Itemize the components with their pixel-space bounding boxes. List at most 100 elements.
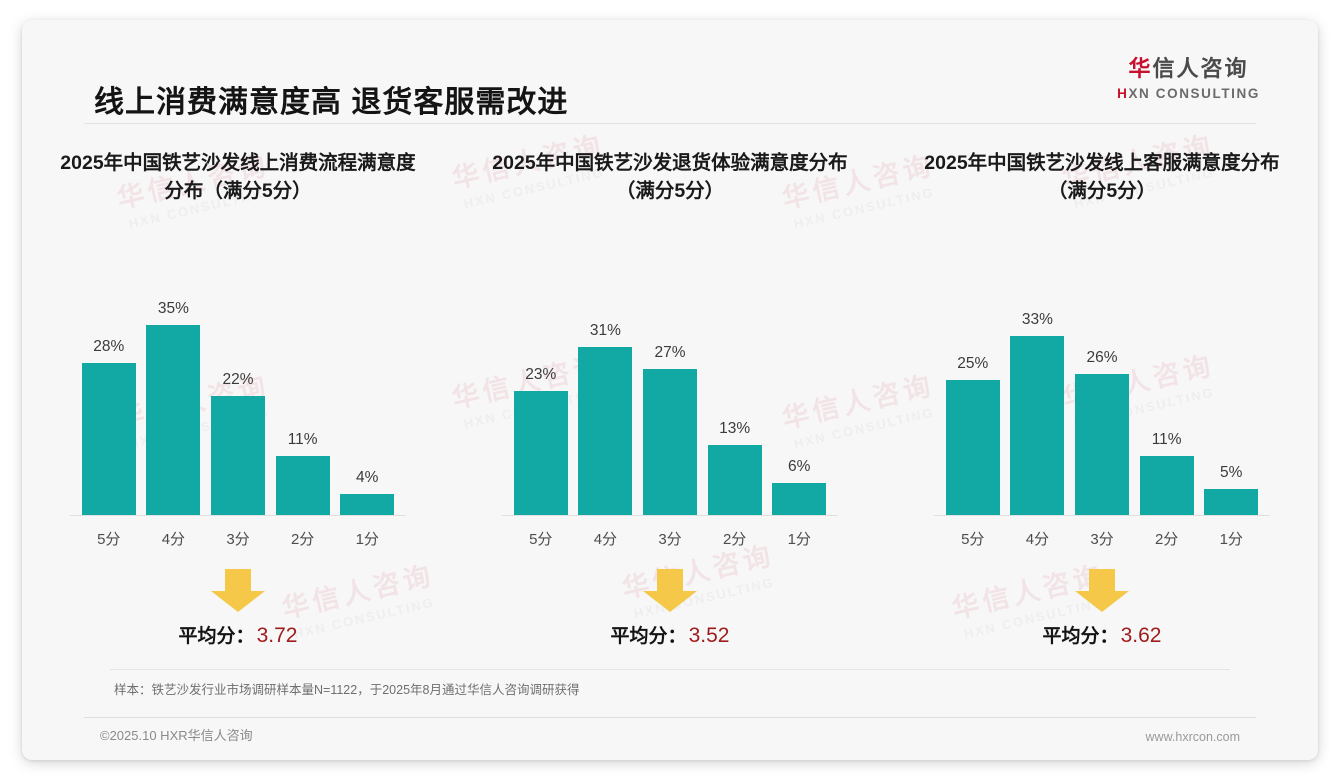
logo-chinese-accent: 华: [1128, 56, 1153, 81]
bar[interactable]: [945, 380, 1000, 516]
source-footnote: 样本：铁艺沙发行业市场调研样本量N=1122，于2025年8月通过华信人咨询调研…: [114, 683, 580, 697]
bar-column[interactable]: 4%: [339, 256, 397, 516]
bar-column[interactable]: 25%: [944, 256, 1002, 516]
chart-card: 2025年中国铁艺沙发线上客服满意度分布（满分5分） 25% 33% 26% 11% 5%…: [886, 150, 1318, 661]
x-axis-tick-label: 3分: [1090, 531, 1114, 548]
company-logo: 华信人咨询 HXN CONSULTING: [1117, 58, 1260, 101]
bar-column[interactable]: 13%: [706, 256, 764, 516]
x-axis-tick-label: 4分: [1025, 531, 1050, 548]
average-score-value: 3.62: [1120, 624, 1162, 647]
bar-column[interactable]: 11%: [274, 256, 332, 516]
bar-value-label: 33%: [1021, 311, 1053, 328]
bar-column[interactable]: 26%: [1073, 256, 1131, 516]
x-axis-tick-label: 5分: [529, 531, 553, 548]
footnote-divider: [110, 669, 1230, 670]
down-arrow-icon: [641, 569, 699, 613]
bar[interactable]: [340, 494, 395, 516]
x-axis-tick-label: 1分: [1219, 531, 1243, 548]
bar-value-label: 35%: [157, 300, 189, 317]
average-score-text: 平均分：3.52: [611, 621, 730, 648]
x-axis-line: [934, 515, 1270, 516]
average-score-label: 平均分：: [1042, 626, 1119, 647]
chart-title: 2025年中国铁艺沙发线上消费流程满意度分布（满分5分）: [60, 152, 416, 202]
chart-plot-area: 28% 35% 22% 11% 4%: [70, 256, 406, 516]
bar[interactable]: [81, 363, 136, 516]
charts-row: 2025年中国铁艺沙发线上消费流程满意度分布（满分5分） 28% 35% 22% 11%…: [22, 150, 1318, 661]
bar-value-label: 27%: [654, 344, 686, 361]
bar-value-label: 22%: [222, 371, 254, 388]
website-link[interactable]: www.hxrcon.com: [1145, 730, 1240, 744]
x-axis-labels: 5分 4分 3分 2分 1分: [512, 516, 828, 549]
average-score-block: 平均分：3.52: [468, 569, 872, 661]
bar-value-label: 11%: [1151, 431, 1182, 448]
bar-value-label: 25%: [957, 355, 989, 372]
bar[interactable]: [211, 396, 265, 516]
average-score-block: 平均分：3.72: [36, 569, 440, 661]
bar-column[interactable]: 23%: [512, 256, 570, 516]
bar-value-label: 5%: [1220, 464, 1243, 481]
bar[interactable]: [275, 456, 330, 516]
x-axis-line: [502, 515, 838, 516]
bar-column[interactable]: 11%: [1138, 256, 1196, 516]
x-axis-tick-label: 1分: [787, 531, 811, 548]
average-score-label: 平均分：: [178, 626, 255, 647]
copyright-text: ©2025.10 HXR华信人咨询: [100, 728, 253, 743]
bar[interactable]: [513, 391, 568, 516]
bar-column[interactable]: 28%: [80, 256, 138, 516]
x-axis-labels: 5分 4分 3分 2分 1分: [80, 516, 396, 549]
average-score-value: 3.72: [256, 624, 298, 647]
bar-value-label: 4%: [356, 469, 379, 486]
logo-english: HXN CONSULTING: [1117, 87, 1260, 101]
bar[interactable]: [1075, 374, 1129, 516]
bar[interactable]: [146, 325, 201, 516]
bar-value-label: 26%: [1086, 349, 1118, 366]
average-score-block: 平均分：3.62: [900, 569, 1304, 661]
bar-value-label: 11%: [287, 431, 318, 448]
bar-column[interactable]: 5%: [1203, 256, 1261, 516]
chart-plot-area: 23% 31% 27% 13% 6%: [502, 256, 838, 516]
average-score-text: 平均分：3.62: [1043, 621, 1162, 648]
logo-chinese: 华信人咨询: [1117, 58, 1260, 80]
bar-value-label: 31%: [589, 322, 621, 339]
bar-value-label: 13%: [719, 420, 751, 437]
bar-column[interactable]: 35%: [145, 256, 203, 516]
bar[interactable]: [643, 369, 697, 516]
logo-english-rest: XN CONSULTING: [1128, 86, 1260, 101]
bar-column[interactable]: 31%: [577, 256, 635, 516]
x-axis-tick-label: 4分: [593, 531, 618, 548]
bar-value-label: 28%: [93, 338, 125, 355]
x-axis-labels: 5分 4分 3分 2分 1分: [944, 516, 1260, 549]
average-score-text: 平均分：3.72: [179, 621, 298, 648]
slide-page: 线上消费满意度高 退货客服需改进 华信人咨询 HXN CONSULTING 华信…: [22, 20, 1318, 760]
bar-column[interactable]: 33%: [1009, 256, 1067, 516]
chart-title: 2025年中国铁艺沙发退货体验满意度分布（满分5分）: [492, 152, 848, 202]
logo-chinese-rest: 信人咨询: [1152, 56, 1249, 81]
bar-column[interactable]: 22%: [209, 256, 267, 516]
bar-group: 23% 31% 27% 13% 6%: [512, 256, 828, 516]
bar[interactable]: [1010, 336, 1065, 516]
bar-value-label: 6%: [788, 458, 811, 475]
bar[interactable]: [1139, 456, 1194, 516]
down-arrow-icon: [1073, 569, 1131, 613]
bar[interactable]: [1204, 489, 1259, 516]
x-axis-tick-label: 1分: [355, 531, 379, 548]
bar-column[interactable]: 6%: [771, 256, 829, 516]
bar[interactable]: [707, 445, 762, 516]
x-axis-tick-label: 4分: [161, 531, 186, 548]
x-axis-tick-label: 2分: [290, 531, 315, 548]
bar-value-label: 23%: [525, 366, 557, 383]
x-axis-tick-label: 5分: [961, 531, 985, 548]
chart-card: 2025年中国铁艺沙发线上消费流程满意度分布（满分5分） 28% 35% 22% 11%…: [22, 150, 454, 661]
page-title: 线上消费满意度高 退货客服需改进: [94, 86, 569, 119]
average-score-value: 3.52: [688, 624, 730, 647]
bar[interactable]: [772, 483, 827, 516]
page-header: 线上消费满意度高 退货客服需改进 华信人咨询 HXN CONSULTING: [22, 20, 1318, 126]
bar[interactable]: [578, 347, 633, 516]
chart-title: 2025年中国铁艺沙发线上客服满意度分布（满分5分）: [924, 152, 1280, 202]
logo-english-accent: H: [1117, 86, 1129, 101]
down-arrow-icon: [209, 569, 267, 613]
bar-group: 28% 35% 22% 11% 4%: [80, 256, 396, 516]
bar-column[interactable]: 27%: [641, 256, 699, 516]
header-divider: [84, 123, 1256, 124]
footer-divider: [84, 717, 1256, 718]
